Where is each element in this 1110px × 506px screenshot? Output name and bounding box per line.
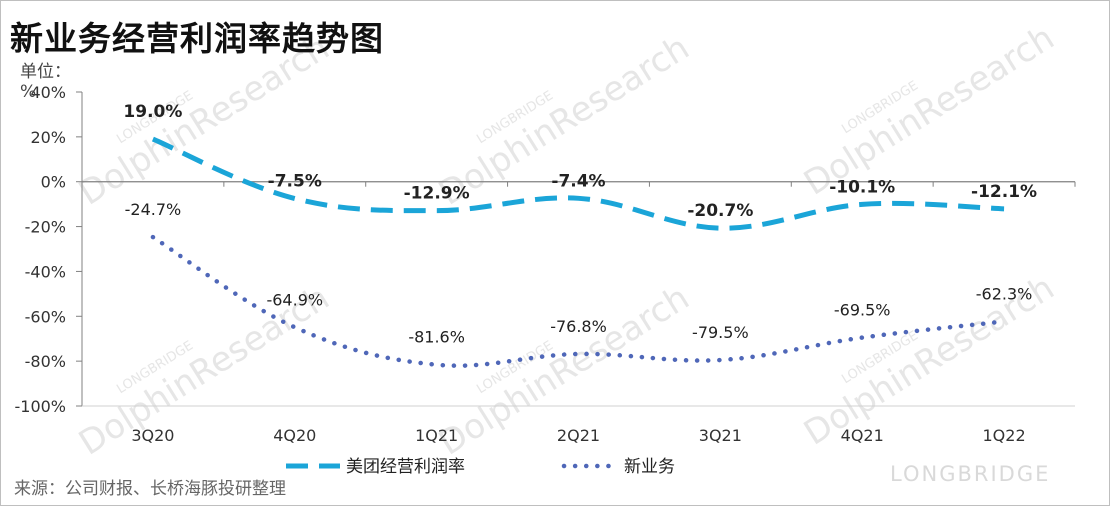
y-tick-label: -20% — [25, 218, 66, 237]
y-tick-label: 40% — [30, 83, 66, 102]
data-label: -7.5% — [268, 172, 322, 192]
data-label: -12.1% — [971, 182, 1037, 202]
x-tick-label: 4Q20 — [273, 426, 316, 445]
data-label: -69.5% — [834, 301, 891, 320]
y-tick-label: 20% — [30, 128, 66, 147]
y-tick-label: 0% — [41, 173, 66, 192]
series-line-new-business — [150, 234, 1007, 368]
chart-title: 新业务经营利润率趋势图 — [10, 19, 384, 58]
legend-label: 新业务 — [624, 457, 675, 477]
data-label: 19.0% — [123, 102, 182, 122]
data-label: -62.3% — [976, 284, 1033, 303]
y-axis-unit-label: 单位：% — [20, 62, 71, 102]
x-tick-label: 2Q21 — [557, 426, 600, 445]
data-label: -64.9% — [266, 290, 323, 309]
x-tick-label: 3Q21 — [699, 426, 742, 445]
x-tick-label: 1Q22 — [983, 426, 1026, 445]
axes: 40% 20% 0% -20% -40% -60% -80% -100% 3Q20 4Q20 1Q2… — [14, 83, 1076, 445]
data-label: -7.4% — [551, 171, 605, 191]
y-tick-label: -60% — [25, 307, 66, 326]
brand-watermark: LONGBRIDGE — [890, 462, 1051, 486]
legend-label: 美团经营利润率 — [346, 457, 465, 477]
data-label: -24.7% — [125, 200, 182, 219]
data-label: -12.9% — [404, 184, 470, 204]
source-note: 来源：公司财报、长桥海豚投研整理 — [14, 479, 286, 499]
data-label: -81.6% — [408, 328, 465, 347]
x-tick-label: 3Q20 — [131, 426, 174, 445]
legend: 美团经营利润率 新业务 — [286, 457, 675, 477]
series-line-meituan — [151, 136, 1005, 231]
data-label: -10.1% — [829, 177, 895, 197]
data-labels: 19.0% -7.5% -12.9% -7.4% -20.7% -10.1% -12.1% -… — [123, 102, 1037, 347]
y-tick-label: -80% — [25, 352, 66, 371]
y-tick-label: -40% — [25, 262, 66, 281]
watermark-text: DolphinResearch — [797, 18, 1061, 204]
data-label: -76.8% — [550, 317, 607, 336]
x-tick-label: 1Q21 — [415, 426, 458, 445]
data-label: -20.7% — [687, 201, 753, 221]
y-tick-label: -100% — [14, 397, 66, 416]
x-tick-label: 4Q21 — [841, 426, 884, 445]
data-label: -79.5% — [692, 323, 749, 342]
series-layer — [150, 136, 1007, 368]
